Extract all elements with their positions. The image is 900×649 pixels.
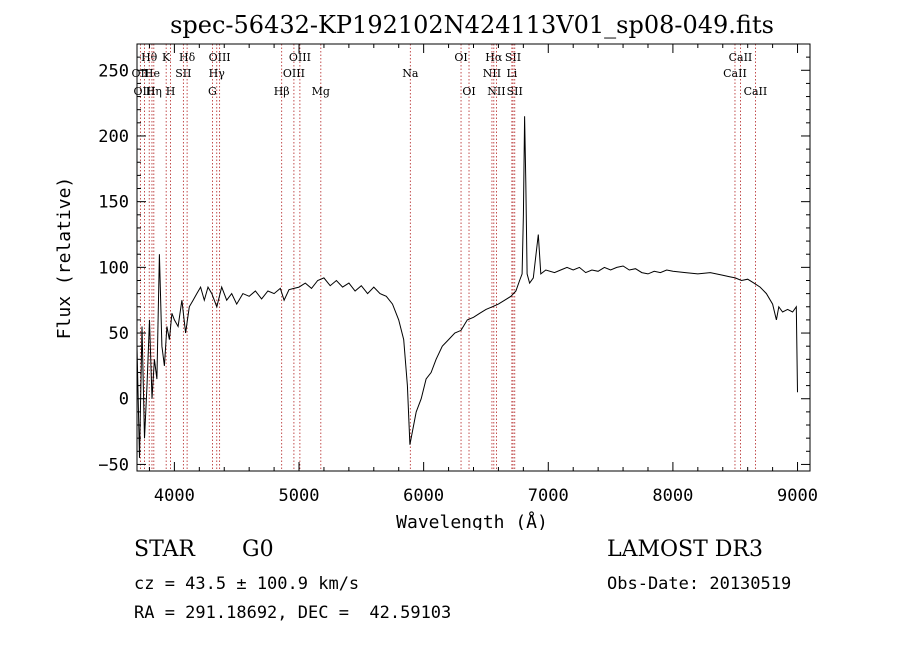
y-tick-label: 0 — [119, 390, 129, 410]
x-tick-label: 9000 — [777, 486, 818, 506]
marker-label: Hθ — [141, 51, 158, 64]
marker-label: NII — [483, 67, 501, 80]
chart-title: spec-56432-KP192102N424113V01_sp08-049.f… — [170, 11, 774, 39]
x-tick-label: 5000 — [279, 486, 320, 506]
marker-label: SII — [507, 85, 523, 98]
redshift-readout: cz = 43.5 ± 100.9 km/s — [134, 574, 360, 594]
plot-frame — [136, 43, 811, 472]
spectral-subclass: G0 — [242, 537, 274, 562]
y-tick-label: 250 — [98, 61, 129, 81]
survey-name: LAMOST DR3 — [607, 537, 763, 562]
marker-label: CaII — [744, 85, 768, 98]
marker-label: Na — [402, 67, 419, 80]
y-tick-label: 50 — [109, 324, 129, 344]
marker-label: K — [162, 51, 171, 64]
marker-label: Hγ — [209, 67, 226, 80]
marker-label: Hβ — [274, 85, 290, 98]
marker-label: SII — [505, 51, 521, 64]
marker-label: Li — [506, 67, 517, 80]
marker-label: G — [208, 85, 217, 98]
marker-label: He — [144, 67, 160, 80]
marker-label: H — [166, 85, 176, 98]
object-class: STAR — [134, 537, 195, 562]
marker-label: Mg — [312, 85, 330, 98]
y-tick-label: 150 — [98, 193, 129, 213]
marker-label: CaII — [729, 51, 753, 64]
x-axis: 4000 5000 6000 7000 8000 9000 — [148, 44, 818, 506]
y-tick-label: 100 — [98, 258, 129, 278]
marker-label: NII — [487, 85, 505, 98]
marker-label: OI — [462, 85, 475, 98]
obs-date: Obs-Date: 20130519 — [607, 574, 792, 594]
marker-label: SII — [175, 67, 191, 80]
x-tick-label: 4000 — [154, 486, 195, 506]
coordinates: RA = 291.18692, DEC = 42.59103 — [134, 603, 452, 623]
marker-label: Hδ — [179, 51, 196, 64]
marker-label: Hα — [485, 51, 503, 64]
x-tick-label: 8000 — [652, 486, 693, 506]
marker-label: CaII — [723, 67, 747, 80]
y-tick-label: 200 — [98, 127, 129, 147]
marker-label: Hη — [146, 85, 162, 98]
series-line-flux — [136, 116, 798, 458]
marker-label: OIII — [133, 85, 155, 98]
series-layer — [136, 116, 798, 458]
y-axis: −50 0 50 100 150 200 250 — [98, 56, 810, 475]
y-tick-label: −50 — [98, 455, 129, 475]
marker-label: OI — [454, 51, 467, 64]
marker-label: OIII — [209, 51, 231, 64]
marker-label: OIII — [289, 51, 311, 64]
y-axis-label: Flux (relative) — [54, 177, 75, 340]
x-tick-label: 7000 — [528, 486, 569, 506]
marker-label: OIII — [283, 67, 305, 80]
x-tick-label: 6000 — [403, 486, 444, 506]
spectrum-chart: spec-56432-KP192102N424113V01_sp08-049.f… — [54, 11, 818, 530]
x-axis-label: Wavelength (Å) — [396, 511, 548, 530]
